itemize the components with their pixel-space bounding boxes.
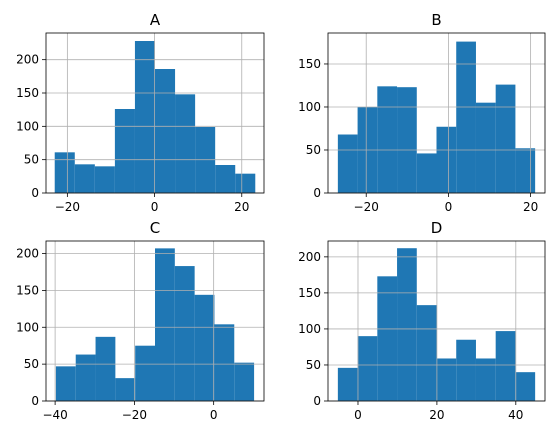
histogram-bar	[416, 305, 437, 401]
histogram-bar	[337, 134, 358, 193]
y-tick-label: 200	[298, 250, 321, 264]
x-tick-label: 0	[151, 200, 159, 214]
y-tick-label: 0	[31, 186, 39, 200]
y-tick-label: 200	[16, 53, 39, 67]
axes-frame	[45, 240, 265, 402]
histogram-bar	[495, 84, 516, 193]
y-tick-label: 200	[16, 247, 39, 261]
histogram-bar	[515, 148, 536, 193]
histogram-bar	[475, 358, 496, 401]
histogram-bar	[215, 165, 236, 193]
y-tick-label: 150	[298, 286, 321, 300]
histogram-bar	[515, 372, 536, 401]
x-tick-label: −40	[42, 408, 67, 422]
x-tick-label: 20	[234, 200, 249, 214]
x-tick-label: 0	[354, 408, 362, 422]
histogram-bar	[55, 366, 76, 401]
y-tick-label: 50	[306, 143, 321, 157]
x-tick-label: 20	[523, 200, 538, 214]
histogram-bar	[174, 266, 195, 401]
histogram-bar	[475, 102, 496, 193]
axes-frame	[327, 32, 546, 194]
histogram-bar	[175, 94, 196, 193]
axes-frame	[45, 32, 265, 194]
histogram-bar	[436, 358, 457, 401]
subplot-title: A	[150, 11, 161, 29]
histogram-bar	[377, 276, 398, 401]
x-tick-label: −20	[122, 408, 147, 422]
x-tick-label: −20	[354, 200, 379, 214]
histogram-bar	[135, 345, 155, 401]
histogram-bar	[235, 173, 256, 193]
histogram-bar	[155, 69, 176, 193]
histogram-bar	[456, 339, 476, 401]
y-tick-label: 0	[313, 394, 321, 408]
histogram-bar	[95, 336, 116, 401]
histogram-bar	[337, 367, 358, 401]
histogram-bar	[115, 378, 136, 401]
x-tick-label: 0	[445, 200, 453, 214]
y-tick-label: 0	[31, 394, 39, 408]
histogram-bar	[75, 354, 96, 401]
histogram-bar	[155, 248, 175, 401]
x-tick-label: −20	[55, 200, 80, 214]
y-tick-label: 100	[16, 119, 39, 133]
x-tick-label: 40	[508, 408, 523, 422]
histogram-bar	[397, 248, 417, 401]
subplot-c: −40 −20 0 0 50 100 150 200 C	[16, 219, 265, 422]
subplot-b: −20 0 20 0 50 100 150 B	[298, 11, 546, 214]
histogram-bar	[94, 166, 115, 193]
y-tick-label: 50	[306, 358, 321, 372]
y-tick-label: 150	[298, 57, 321, 71]
histogram-bar	[436, 126, 457, 193]
y-tick-label: 50	[24, 357, 39, 371]
y-tick-label: 150	[16, 283, 39, 297]
histogram-bar	[134, 41, 155, 193]
histogram-bar	[234, 362, 255, 401]
subplot-title: C	[150, 219, 160, 237]
y-tick-label: 100	[298, 322, 321, 336]
histogram-bar	[194, 294, 215, 401]
y-tick-label: 50	[24, 153, 39, 167]
y-tick-label: 150	[16, 86, 39, 100]
histogram-bar	[456, 41, 476, 193]
histogram-bar	[495, 331, 516, 401]
x-tick-label: 0	[210, 408, 218, 422]
histogram-bar	[416, 153, 437, 193]
subplot-d: 0 20 40 0 50 100 150 200 D	[298, 219, 546, 422]
y-tick-label: 100	[16, 320, 39, 334]
histogram-bar	[74, 164, 95, 193]
y-tick-label: 0	[313, 186, 321, 200]
histogram-bar	[54, 152, 75, 193]
subplot-title: D	[431, 219, 443, 237]
histogram-bar	[377, 86, 398, 193]
x-tick-label: 20	[429, 408, 444, 422]
y-tick-label: 100	[298, 100, 321, 114]
histogram-bar	[114, 109, 135, 193]
histogram-bar	[357, 336, 378, 401]
subplot-title: B	[431, 11, 441, 29]
histogram-bar	[214, 324, 235, 401]
histogram-bar	[397, 87, 417, 193]
